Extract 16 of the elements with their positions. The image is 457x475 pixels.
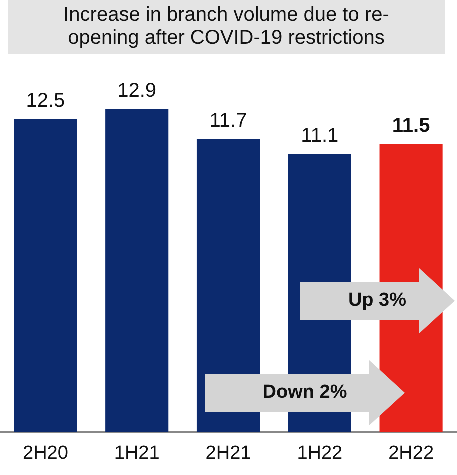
annotation: Down 2% bbox=[262, 381, 348, 405]
bar bbox=[106, 110, 169, 432]
x-tick-label: 2H22 bbox=[388, 442, 434, 464]
data-label: 11.5 bbox=[392, 115, 430, 138]
x-tick-label: 1H22 bbox=[297, 442, 343, 464]
right-arrow: Down 2% bbox=[205, 360, 405, 426]
x-tick-label: 1H21 bbox=[114, 442, 160, 464]
bar bbox=[14, 120, 78, 432]
x-tick-label: 2H20 bbox=[22, 442, 68, 464]
data-label: 12.9 bbox=[118, 80, 157, 102]
data-label: 11.1 bbox=[301, 125, 339, 148]
chart-title: Increase in branch volume due to re-opening after COVID-19 restrictions bbox=[8, 0, 445, 54]
x-tick-label: 2H21 bbox=[206, 442, 252, 464]
data-label: 12.5 bbox=[26, 90, 66, 112]
right-arrow: Up 3% bbox=[300, 268, 455, 334]
data-label: 11.7 bbox=[210, 110, 248, 132]
